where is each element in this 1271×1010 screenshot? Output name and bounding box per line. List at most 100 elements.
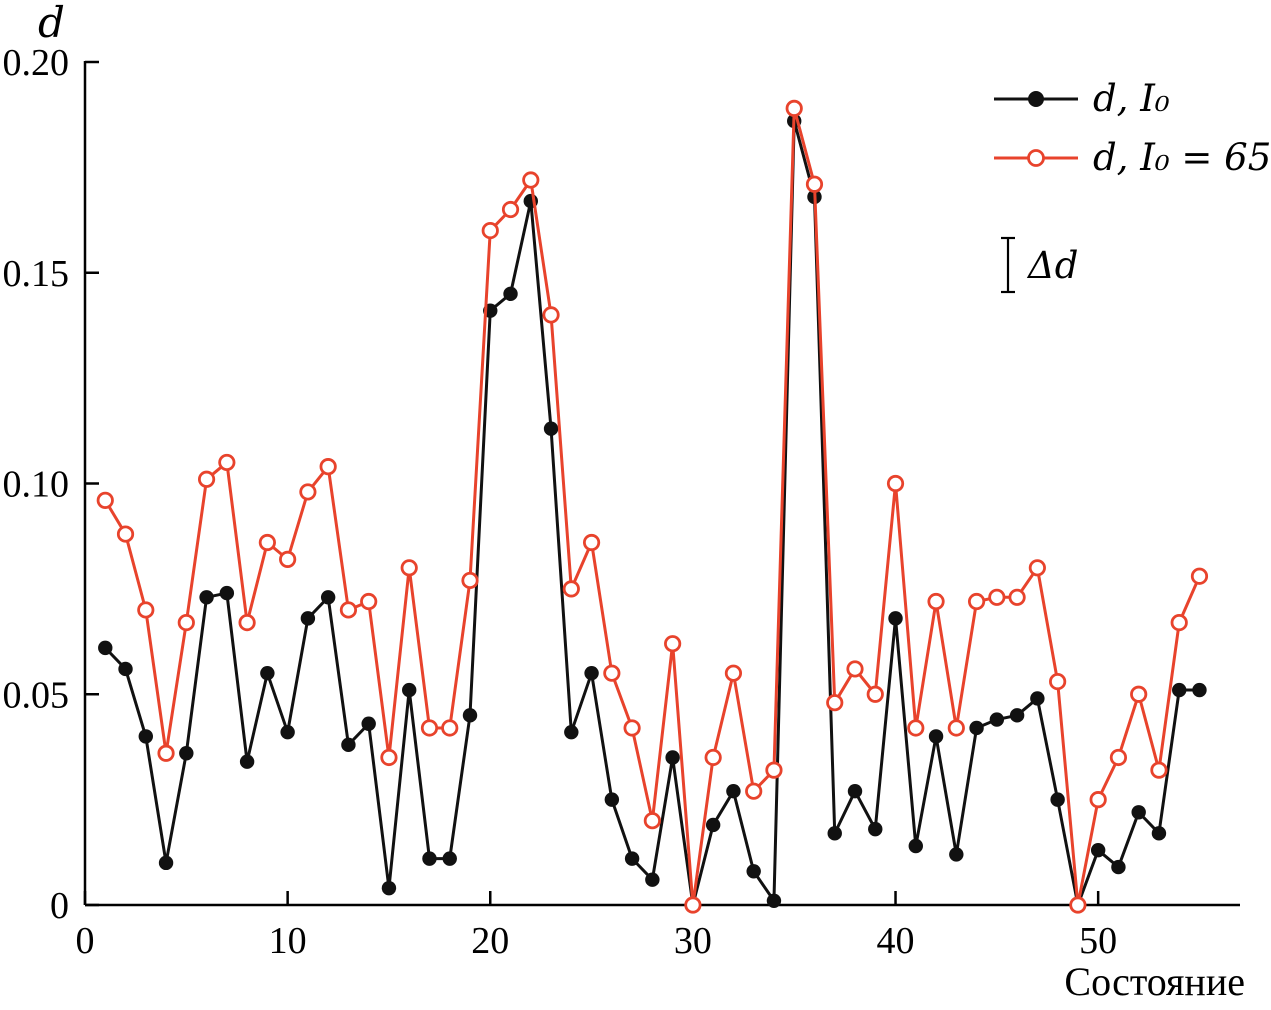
data-point [827, 826, 842, 841]
data-point [927, 592, 945, 611]
data-point [604, 792, 620, 807]
data-point [402, 682, 417, 698]
x-axis-title: Состояние [1064, 959, 1245, 1004]
data-point [684, 896, 702, 914]
data-point [177, 613, 195, 632]
data-point [157, 744, 175, 762]
data-point [1090, 843, 1106, 858]
data-point [766, 893, 782, 908]
legend-item-series-red: d, I₀ = 65 [992, 139, 1271, 176]
data-point [116, 525, 135, 543]
data-point [907, 719, 925, 737]
data-point [422, 851, 437, 866]
data-point [623, 719, 641, 737]
data-point [339, 601, 358, 619]
data-point [805, 175, 824, 193]
data-point [886, 474, 905, 493]
data-point [219, 585, 235, 601]
data-point [785, 99, 803, 117]
data-point [645, 872, 660, 887]
data-point [765, 761, 783, 779]
data-point [847, 783, 863, 799]
series-line [103, 106, 1201, 907]
data-point [643, 812, 661, 830]
data-point [238, 613, 256, 632]
data-point [969, 720, 984, 736]
data-point [98, 640, 113, 656]
data-point [846, 660, 864, 678]
data-point [381, 880, 397, 896]
data-point [988, 588, 1006, 606]
data-point [260, 665, 275, 681]
data-point [280, 724, 295, 740]
data-point [1069, 896, 1087, 914]
data-point [564, 724, 579, 740]
x-tick-label: 50 [1079, 920, 1117, 962]
data-point [442, 851, 457, 866]
legend-item-series-black: d, I₀ [992, 80, 1271, 117]
data-point [1192, 682, 1207, 698]
legend-label-series-red: d, I₀ = 65 [1093, 136, 1271, 179]
data-point [542, 306, 560, 324]
data-point [1109, 748, 1128, 767]
data-point [724, 664, 743, 682]
error-bar-icon [1001, 236, 1015, 294]
data-point [299, 483, 317, 501]
x-tick-label: 20 [471, 920, 509, 962]
data-point [1190, 567, 1209, 585]
delta-d-annotation: Δd [998, 234, 1078, 296]
data-point [888, 611, 903, 626]
data-point [928, 729, 944, 744]
data-point [118, 661, 133, 677]
data-point [989, 712, 1005, 727]
data-point [239, 754, 255, 769]
data-point [726, 783, 741, 799]
data-point [96, 491, 114, 509]
data-point [664, 635, 682, 653]
series-red [96, 99, 1209, 914]
data-point [361, 716, 376, 731]
x-tick-label: 0 [76, 920, 95, 962]
x-tick-label: 30 [674, 920, 712, 962]
series-black [98, 113, 1207, 913]
data-point [1009, 708, 1025, 723]
data-point [1008, 588, 1026, 606]
data-point [562, 580, 580, 598]
data-point [1028, 559, 1046, 577]
open-circle-marker-icon [994, 148, 1078, 167]
data-point [138, 729, 153, 744]
data-point [1049, 673, 1067, 691]
data-point [624, 851, 640, 866]
data-point [665, 750, 680, 765]
y-tick-label: 0 [50, 885, 69, 927]
y-tick-label: 0.10 [3, 464, 70, 506]
data-point [826, 694, 844, 712]
data-point [197, 470, 216, 488]
legend: d, I₀ d, I₀ = 65 [992, 80, 1271, 176]
x-tick-label: 40 [877, 920, 915, 962]
y-tick-label: 0.15 [3, 253, 70, 295]
data-point [868, 821, 883, 837]
y-axis-title: d [38, 0, 65, 47]
filled-circle-marker-icon [994, 90, 1078, 107]
data-point [1131, 805, 1146, 820]
data-point [300, 611, 316, 626]
data-point [1170, 613, 1188, 632]
data-point [158, 855, 174, 871]
y-tick-label: 0.05 [3, 674, 70, 716]
data-point [137, 601, 155, 619]
y-tick-label: 0.20 [3, 42, 70, 84]
data-point [380, 748, 398, 767]
data-point [603, 664, 621, 682]
data-point [866, 685, 884, 703]
data-point [745, 782, 763, 800]
data-point [501, 200, 520, 219]
data-point [320, 590, 336, 605]
data-point [1151, 826, 1167, 841]
data-point [420, 719, 439, 737]
data-point [582, 533, 601, 552]
data-point [462, 708, 478, 723]
data-point [360, 592, 378, 611]
data-point [584, 665, 599, 681]
data-point [1111, 859, 1126, 875]
